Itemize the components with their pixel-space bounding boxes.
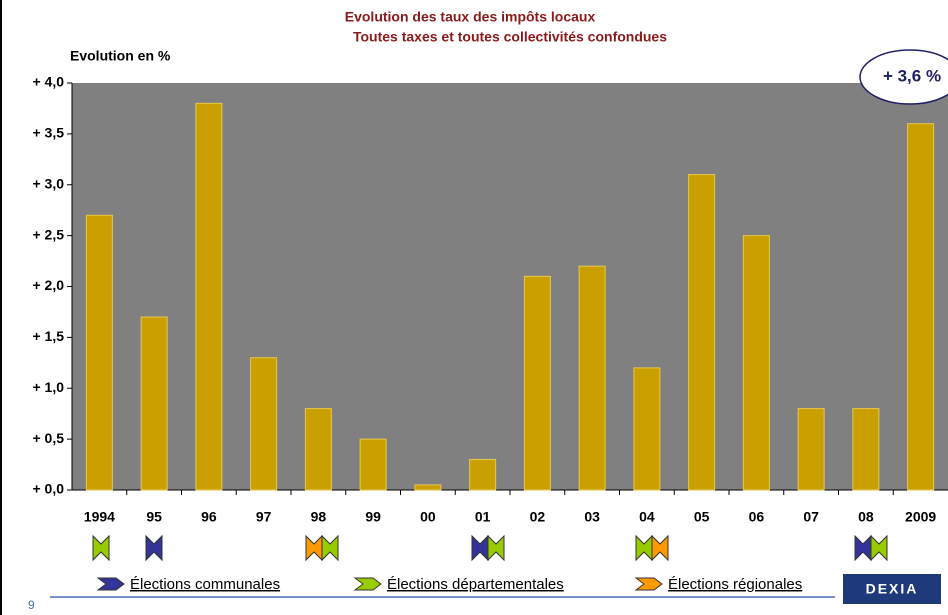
legend-swatch (353, 577, 382, 591)
x-tick-label: 06 (749, 509, 765, 525)
page-number: 9 (28, 598, 35, 612)
marker (471, 534, 489, 562)
bar (578, 265, 606, 491)
y-tick-label: + 1,0 (32, 379, 64, 395)
x-tick-label: 98 (311, 509, 327, 525)
logo-box (843, 574, 941, 604)
x-tick-label: 07 (803, 509, 819, 525)
y-tick-label: + 2,0 (32, 277, 64, 293)
bar (523, 275, 551, 491)
y-axis-label: Evolution en % (70, 48, 171, 64)
legend-label: Élections communales (130, 576, 280, 593)
legend-swatch (96, 577, 125, 591)
y-tick-label: + 3,5 (32, 125, 64, 141)
legend-label: Élections départementales (387, 576, 564, 593)
x-tick-label: 96 (201, 509, 217, 525)
marker (305, 534, 323, 562)
y-tick-label: + 0,5 (32, 430, 64, 446)
bar (359, 438, 387, 491)
marker (870, 534, 888, 562)
legend-swatch (634, 577, 663, 591)
bar (304, 408, 332, 491)
bar (195, 102, 223, 491)
bar (797, 408, 825, 491)
legend-label: Élections régionales (668, 576, 802, 593)
marker (651, 534, 669, 562)
bar (688, 174, 716, 491)
x-tick-label: 05 (694, 509, 710, 525)
logo: DEXIA (866, 581, 919, 597)
chart-subtitle: Toutes taxes et toutes collectivités con… (353, 29, 667, 45)
bar (633, 367, 661, 491)
marker (854, 534, 872, 562)
x-tick-label: 95 (146, 509, 162, 525)
bar (414, 484, 442, 491)
marker (487, 534, 505, 562)
x-tick-label: 08 (858, 509, 874, 525)
marker (321, 534, 339, 562)
bar (742, 235, 770, 491)
x-tick-label: 04 (639, 509, 655, 525)
bar (907, 123, 935, 491)
bar (250, 357, 278, 491)
y-tick-label: + 4,0 (32, 74, 64, 90)
y-tick-label: + 0,0 (32, 481, 64, 497)
annotation: + 3,6 % (883, 66, 941, 85)
y-tick-label: + 2,5 (32, 226, 64, 242)
x-tick-label: 97 (256, 509, 272, 525)
chart-title: Evolution des taux des impôts locaux (345, 9, 596, 25)
marker (145, 534, 163, 562)
bar (852, 408, 880, 491)
bar (140, 316, 168, 491)
x-tick-label: 2009 (905, 509, 936, 525)
y-tick-label: + 1,5 (32, 328, 64, 344)
x-tick-label: 99 (365, 509, 381, 525)
bar (469, 458, 497, 491)
x-tick-label: 01 (475, 509, 491, 525)
y-tick-label: + 3,0 (32, 175, 64, 191)
marker (92, 534, 110, 562)
election-markers (92, 534, 888, 562)
x-tick-label: 03 (584, 509, 600, 525)
bar (85, 214, 113, 491)
annotation-bubble (859, 49, 948, 105)
x-tick-label: 1994 (84, 509, 115, 525)
x-tick-label: 00 (420, 509, 436, 525)
marker (635, 534, 653, 562)
x-tick-label: 02 (530, 509, 546, 525)
